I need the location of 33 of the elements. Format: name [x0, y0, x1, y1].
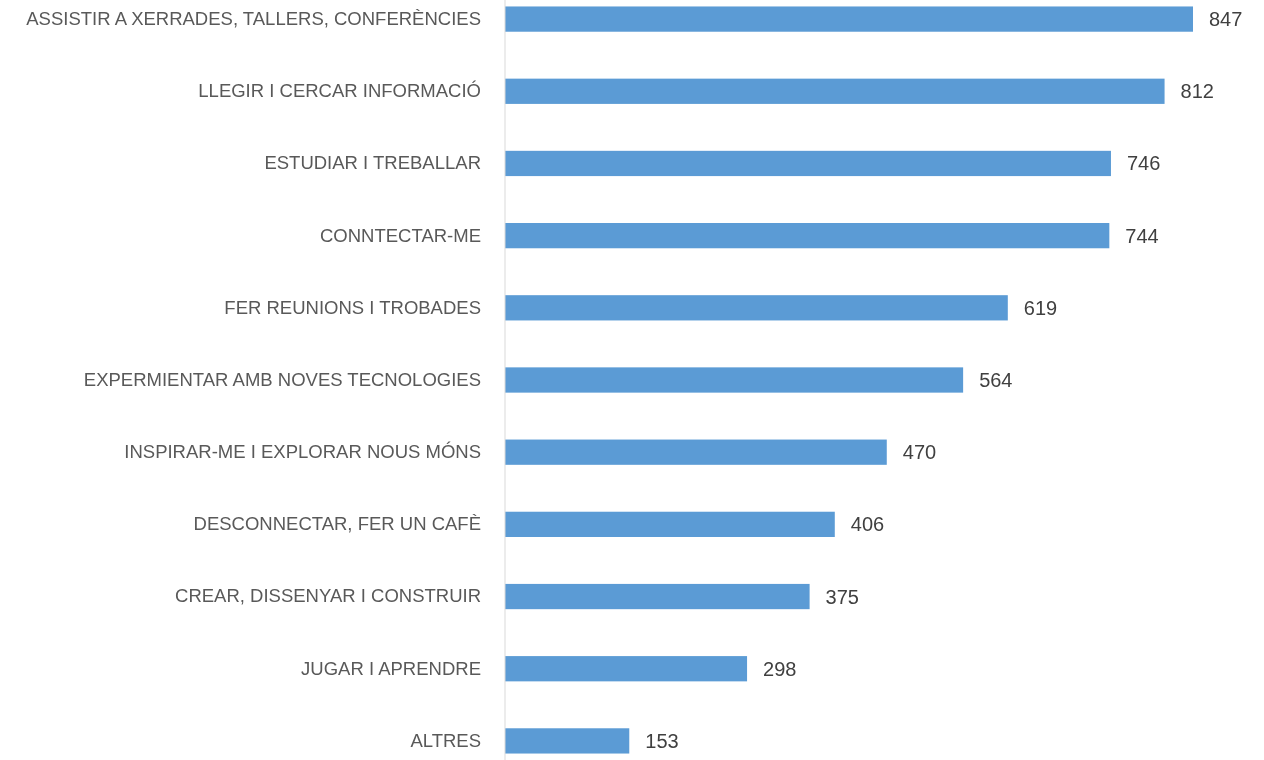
y-tick-label: LLEGIR I CERCAR INFORMACIÓ — [198, 80, 481, 102]
bar — [505, 223, 1110, 249]
data-label: 812 — [1180, 80, 1214, 103]
data-label: 619 — [1023, 296, 1058, 319]
data-label: 375 — [825, 585, 859, 608]
bar — [505, 6, 1193, 32]
bar — [505, 656, 748, 682]
data-label: 564 — [979, 369, 1013, 391]
y-tick-label: FER REUNIONS I TROBADES — [224, 296, 481, 318]
data-label: 744 — [1125, 224, 1159, 247]
y-tick-label: EXPERMIENTAR AMB NOVES TECNOLOGIES — [83, 368, 481, 390]
bar — [505, 583, 810, 610]
data-label: 847 — [1209, 8, 1243, 31]
y-tick-label: JUGAR I APRENDRE — [301, 657, 481, 679]
y-tick-label: ESTUDIAR I TREBALLAR — [264, 152, 481, 174]
y-tick-label: ALTRES — [410, 729, 481, 751]
bar — [505, 150, 1111, 177]
bar — [505, 511, 835, 537]
data-label: 406 — [850, 513, 885, 536]
bar — [505, 439, 887, 465]
data-label: 746 — [1126, 152, 1161, 175]
bar — [505, 295, 1008, 321]
bar — [505, 728, 630, 754]
data-label: 153 — [645, 729, 679, 752]
bar — [505, 78, 1165, 104]
data-label: 470 — [902, 441, 937, 464]
data-label: 298 — [763, 657, 797, 680]
y-tick-label: INSPIRAR-ME I EXPLORAR NOUS MÓNS — [124, 441, 481, 463]
y-tick-label: ASSISTIR A XERRADES, TALLERS, CONFERÈNCIES — [26, 8, 481, 30]
y-tick-label: CREAR, DISSENYAR I CONSTRUIR — [175, 585, 481, 607]
bar — [505, 367, 964, 393]
y-tick-label: CONNTECTAR-ME — [319, 224, 481, 246]
y-tick-label: DESCONNECTAR, FER UN CAFÈ — [193, 513, 481, 535]
